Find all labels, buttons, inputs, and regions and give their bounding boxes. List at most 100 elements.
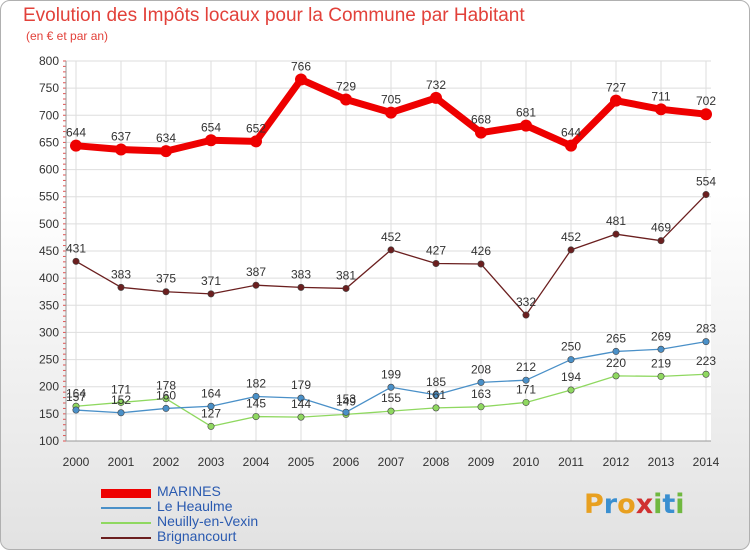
data-point [612,347,620,355]
y-tick-label: 800 [39,54,59,68]
data-label: 265 [606,331,626,345]
data-label: 383 [291,267,311,281]
data-point [612,230,620,238]
data-point [162,288,170,296]
data-label: 381 [336,268,356,282]
data-point [430,91,442,104]
data-point [655,103,667,116]
data-label: 160 [156,388,176,402]
data-label: 208 [471,362,491,376]
data-label: 702 [696,94,716,108]
data-point [657,237,665,245]
y-tick-label: 250 [39,353,59,367]
data-point [610,94,622,107]
data-point [207,290,215,298]
data-point [657,372,665,380]
data-label: 199 [381,367,401,381]
data-label: 729 [336,80,356,94]
y-tick-label: 450 [39,244,59,258]
data-point [522,398,530,406]
data-label: 654 [201,120,221,134]
legend-label: MARINES [157,483,221,499]
data-label: 554 [696,175,716,189]
data-label: 194 [561,370,581,384]
x-tick-label: 2003 [198,455,225,469]
legend-swatch [101,522,151,524]
data-label: 212 [516,360,536,374]
data-label: 711 [651,89,670,103]
data-label: 469 [651,221,671,235]
data-label: 155 [381,391,401,405]
data-label: 766 [291,59,311,73]
x-tick-label: 2014 [693,455,720,469]
data-point [657,345,665,353]
data-label: 283 [696,322,716,336]
proxiti-logo: Proxiti [584,489,685,520]
y-tick-label: 300 [39,325,59,339]
data-label: 153 [336,392,356,406]
data-label: 269 [651,329,671,343]
data-point [72,257,80,265]
data-label: 644 [561,126,581,140]
data-point [162,395,170,403]
y-tick-label: 700 [39,108,59,122]
x-tick-label: 2013 [648,455,675,469]
data-label: 634 [156,131,176,145]
data-label: 164 [201,386,221,400]
data-point [117,409,125,417]
data-label: 157 [66,390,86,404]
data-label: 644 [66,126,86,140]
data-point [252,413,260,421]
logo-letter: t [662,489,676,520]
data-label: 681 [516,106,536,120]
y-tick-label: 100 [39,434,59,448]
data-label: 127 [201,406,221,420]
legend-label: Le Heaulme [157,498,233,514]
data-label: 332 [516,295,536,309]
data-point [567,246,575,254]
data-label: 452 [561,230,581,244]
x-tick-label: 2012 [603,455,630,469]
logo-letter: x [635,489,654,520]
data-point [252,281,260,289]
data-point [72,406,80,414]
x-tick-label: 2005 [288,455,315,469]
data-point [387,407,395,415]
data-point [160,145,172,158]
y-tick-label: 650 [39,135,59,149]
data-point [612,372,620,380]
data-point [342,284,350,292]
data-point [702,370,710,378]
data-label: 705 [381,93,401,107]
data-label: 387 [246,265,266,279]
data-label: 182 [246,376,266,390]
data-point [342,408,350,416]
data-label: 223 [696,354,716,368]
data-point [522,311,530,319]
x-tick-label: 2007 [378,455,405,469]
y-tick-label: 200 [39,380,59,394]
data-label: 431 [66,241,86,255]
y-tick-label: 550 [39,190,59,204]
data-point [252,392,260,400]
logo-letter: i [653,489,663,520]
data-point [70,139,82,152]
data-point [565,139,577,152]
y-tick-label: 150 [39,407,59,421]
data-label: 152 [111,393,131,407]
data-label: 144 [291,397,311,411]
data-label: 383 [111,267,131,281]
x-tick-label: 2000 [63,455,90,469]
x-tick-label: 2008 [423,455,450,469]
data-label: 668 [471,113,491,127]
data-point [297,413,305,421]
data-label: 427 [426,243,446,257]
logo-letter: o [617,489,636,520]
y-tick-label: 750 [39,81,59,95]
data-point [567,356,575,364]
legend-swatch [101,507,151,509]
data-point [702,191,710,199]
data-point [297,283,305,291]
data-point [387,246,395,254]
